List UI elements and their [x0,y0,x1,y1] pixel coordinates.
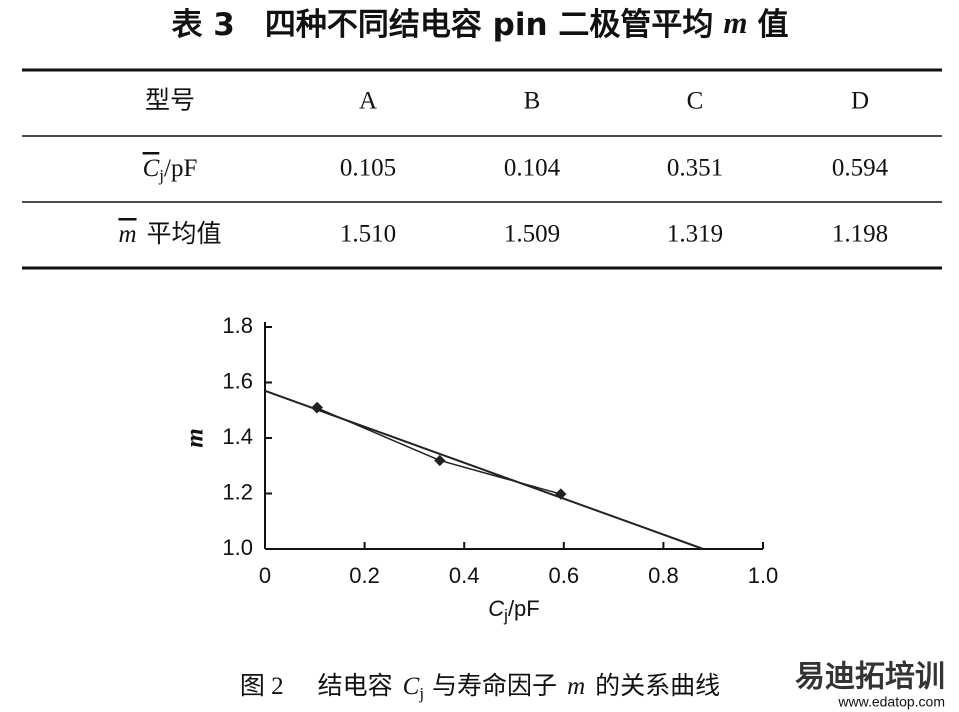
text-part: C [143,155,160,182]
y-tick-label: 1.0 [222,535,253,560]
table-cell: 0.351 [667,155,723,182]
text-part: j [503,606,508,625]
text-part: C [488,596,504,621]
text-part: C [403,673,420,700]
text-part: m [118,221,136,248]
table-header-cell: B [524,88,541,115]
text-part: 值 [757,7,788,43]
table-row-label: Cj/pF [143,155,198,185]
table-cell: 0.104 [504,155,561,182]
x-tick-label: 0.4 [449,563,480,588]
y-axis-label: m [182,428,209,447]
watermark-url: www.edatop.com [837,694,945,710]
y-tick-label: 1.6 [222,368,253,393]
data-point [311,402,323,414]
text-part: j [418,684,424,703]
table-cell: 0.105 [340,155,396,182]
table-cell: 0.594 [832,155,889,182]
y-tick-label: 1.2 [222,479,253,504]
text-part: 四种不同结电容 pin 二极管平均 [265,7,713,43]
caption: 图 2 结电容 Cj 与寿命因子 m 的关系曲线 [240,672,720,703]
table-row-label: m 平均值 [118,220,221,248]
data-line [315,406,562,495]
table-cell: 1.198 [832,221,888,248]
x-tick-label: 0.6 [549,563,580,588]
data-point [555,488,567,500]
text-part: j [158,166,164,185]
table-header-cell: 型号 [145,87,195,115]
table-header-cell: A [359,88,377,115]
text-part: m [723,5,747,40]
text-part: /pF [164,155,197,182]
text-part: m [567,673,585,700]
text-part: 的关系曲线 [595,672,720,700]
text-part: 平均值 [147,220,222,248]
text-part: 表 3 [172,7,235,43]
y-tick-label: 1.4 [222,424,253,449]
text-part: 结电容 [318,672,393,700]
table-header-cell: D [851,88,869,115]
x-tick-label: 0.8 [648,563,679,588]
x-axis-label: Cj/pF [488,596,539,626]
x-tick-label: 1.0 [748,563,779,588]
trend-line [264,389,704,550]
table-cell: 1.509 [504,221,560,248]
table-header-cell: C [687,88,704,115]
table-cell: 1.510 [340,221,396,248]
watermark-brand: 易迪拓培训 [795,660,945,695]
text-part: 与寿命因子 [432,672,557,700]
data-point [434,454,446,467]
x-tick-label: 0.2 [349,563,380,588]
table-cell: 1.319 [667,221,723,248]
y-tick-label: 1.8 [222,313,253,338]
text-part: 图 2 [240,673,284,700]
title: 表 3 四种不同结电容 pin 二极管平均 m 值 [172,5,789,42]
x-tick-label: 0 [259,563,271,588]
text-part: /pF [508,596,540,621]
